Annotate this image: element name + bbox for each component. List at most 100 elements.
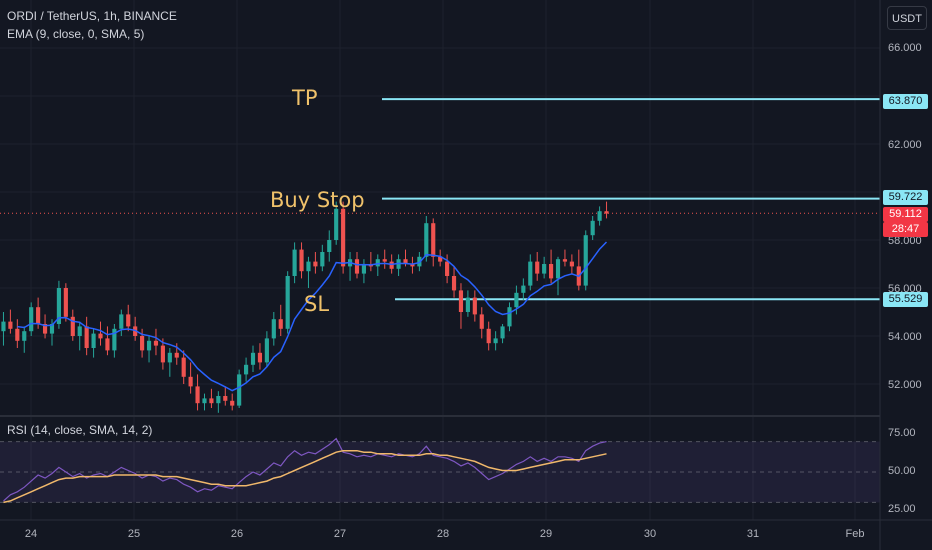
candle-body <box>119 314 124 329</box>
candle-body <box>313 261 318 267</box>
candle-body <box>292 249 297 276</box>
candle-body <box>431 223 436 257</box>
candle-body <box>140 336 145 351</box>
candle-body <box>77 326 82 336</box>
candle-body <box>597 211 602 221</box>
candle-body <box>555 259 561 279</box>
candle-body <box>195 386 200 404</box>
rsi-legend[interactable]: RSI (14, close, SMA, 14, 2) <box>7 423 153 437</box>
x-tick-label: 25 <box>127 528 141 540</box>
candle-body <box>223 396 228 401</box>
x-tick-label: 29 <box>539 528 553 540</box>
candle-body <box>542 264 547 274</box>
candle-body <box>112 328 117 351</box>
candle-body <box>8 321 13 329</box>
candle-body <box>299 249 304 272</box>
candle-body <box>424 223 429 257</box>
sl-price-badge: 55.529 <box>883 292 928 307</box>
candle-body <box>472 297 477 315</box>
countdown-badge: 28:47 <box>883 222 928 237</box>
candle-body <box>438 256 443 262</box>
candle-body <box>105 338 110 351</box>
candle-body <box>341 208 346 267</box>
candle-body <box>1 321 6 332</box>
candle-body <box>486 328 491 344</box>
candle-body <box>84 326 89 348</box>
candle-body <box>562 259 568 262</box>
candle-body <box>320 252 325 267</box>
candle-body <box>285 276 290 329</box>
candle-body <box>237 374 242 406</box>
tp-price-badge: 63.870 <box>883 94 928 109</box>
candle-body <box>403 259 408 264</box>
x-tick-label: 24 <box>24 528 38 540</box>
candle-body <box>500 326 505 339</box>
currency-unit-button[interactable]: USDT <box>887 6 927 30</box>
candle-body <box>271 319 276 339</box>
candle-body <box>216 396 221 404</box>
sl-annotation: SL <box>304 292 330 316</box>
buy-stop-annotation: Buy Stop <box>270 188 365 212</box>
y-tick-label: 58.000 <box>888 235 922 247</box>
candle-body <box>63 288 68 317</box>
candle-body <box>389 261 394 269</box>
candle-body <box>160 345 165 363</box>
candle-body <box>278 319 283 329</box>
candle-body <box>49 324 55 334</box>
candle-body <box>42 324 48 334</box>
candle-body <box>181 357 186 377</box>
rsi-tick-label: 50.00 <box>888 465 916 477</box>
candle-body <box>410 264 415 267</box>
candle-body <box>257 352 263 363</box>
x-tick-label: Feb <box>845 528 865 540</box>
x-tick-label: 30 <box>643 528 657 540</box>
candle-body <box>264 338 269 363</box>
candle-body <box>56 288 61 324</box>
candle-body <box>202 398 207 404</box>
candle-body <box>91 333 96 348</box>
candle-body <box>29 307 34 332</box>
rsi-tick-label: 25.00 <box>888 503 916 515</box>
ema-line <box>17 241 608 392</box>
candle-body <box>250 352 256 365</box>
y-tick-label: 54.000 <box>888 331 922 343</box>
symbol-legend[interactable]: ORDI / TetherUS, 1h, BINANCE <box>7 9 177 23</box>
candle-body <box>451 276 457 291</box>
candle-body <box>569 261 574 267</box>
candle-body <box>514 292 519 308</box>
candle-body <box>445 261 450 276</box>
candle-body <box>174 352 179 358</box>
candle-body <box>146 340 152 351</box>
candle-body <box>153 340 159 346</box>
candle-body <box>535 261 540 274</box>
candle-body <box>209 398 214 404</box>
candle-body <box>15 328 20 341</box>
ema-legend[interactable]: EMA (9, close, 0, SMA, 5) <box>7 27 145 41</box>
rsi-pane[interactable] <box>0 437 880 504</box>
x-tick-label: 28 <box>436 528 450 540</box>
x-tick-label: 26 <box>230 528 244 540</box>
candle-body <box>230 400 235 406</box>
buy-stop-price-badge: 59.722 <box>883 190 928 205</box>
y-tick-label: 62.000 <box>888 139 922 151</box>
y-tick-label: 66.000 <box>888 42 922 54</box>
y-tick-label: 52.000 <box>888 379 922 391</box>
x-tick-label: 31 <box>746 528 760 540</box>
candle-body <box>465 297 470 312</box>
price-pane[interactable] <box>0 98 880 413</box>
candle-body <box>306 261 311 272</box>
candle-body <box>458 290 464 312</box>
candle-body <box>188 376 193 387</box>
candle-body <box>334 208 339 240</box>
candle-body <box>167 352 172 363</box>
candle-body <box>126 314 131 327</box>
candle-body <box>549 264 554 279</box>
rsi-ma-line <box>3 449 607 504</box>
candle-body <box>361 264 366 274</box>
candle-body <box>521 285 526 293</box>
x-tick-label: 27 <box>333 528 347 540</box>
candle-body <box>98 333 103 339</box>
candle-body <box>479 314 484 329</box>
candle-body <box>507 307 512 327</box>
